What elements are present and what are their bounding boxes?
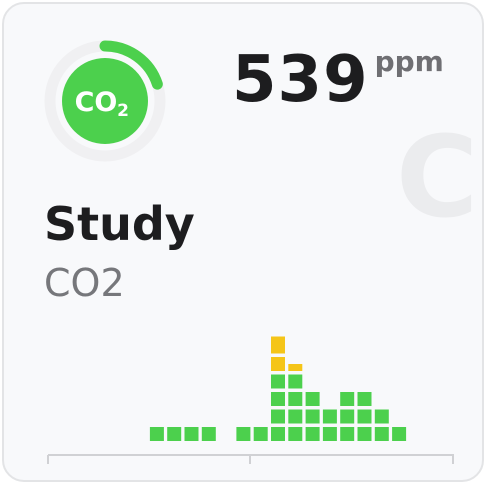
history-block-green <box>357 427 372 441</box>
history-block-green <box>236 427 251 441</box>
history-block-green <box>392 427 407 441</box>
co2-badge-subscript: 2 <box>117 101 129 121</box>
history-block-green <box>357 392 372 406</box>
sensor-type: CO2 <box>44 261 125 305</box>
co2-history-chart <box>47 336 454 464</box>
sensor-name: Study <box>44 197 195 251</box>
history-block-green <box>340 392 355 406</box>
history-block-green <box>271 427 285 441</box>
co2-gauge: CO 2 <box>44 40 166 162</box>
history-block-green <box>340 409 355 424</box>
history-block-green <box>253 427 268 441</box>
co2-badge-label: CO <box>75 87 118 118</box>
history-block-green <box>340 427 355 441</box>
history-block-green <box>322 427 337 441</box>
history-block-green <box>374 427 389 441</box>
history-block-green <box>305 409 320 424</box>
history-block-green <box>357 409 372 424</box>
history-block-green <box>271 392 285 406</box>
history-block-green <box>201 427 216 441</box>
history-block-green <box>288 374 303 389</box>
co2-watermark: CO <box>396 113 482 243</box>
history-block-green <box>184 427 199 441</box>
history-block-yellow <box>288 364 303 371</box>
history-block-green <box>288 392 303 406</box>
history-block-green <box>288 409 303 424</box>
history-block-green <box>322 409 337 424</box>
history-block-green <box>288 427 303 441</box>
history-block-green <box>374 409 389 424</box>
history-block-green <box>271 409 285 424</box>
history-block-yellow <box>271 357 285 371</box>
history-block-green <box>305 392 320 406</box>
co2-reading: 539 ppm <box>232 42 444 118</box>
co2-value: 539 <box>232 43 369 117</box>
history-block-green <box>305 427 320 441</box>
history-block-green <box>271 374 285 389</box>
history-block-green <box>167 427 182 441</box>
co2-status-circle <box>62 58 148 144</box>
co2-unit: ppm <box>374 45 444 78</box>
history-block-yellow <box>271 336 285 354</box>
history-block-green <box>149 427 164 441</box>
gauge-arc <box>44 40 166 162</box>
